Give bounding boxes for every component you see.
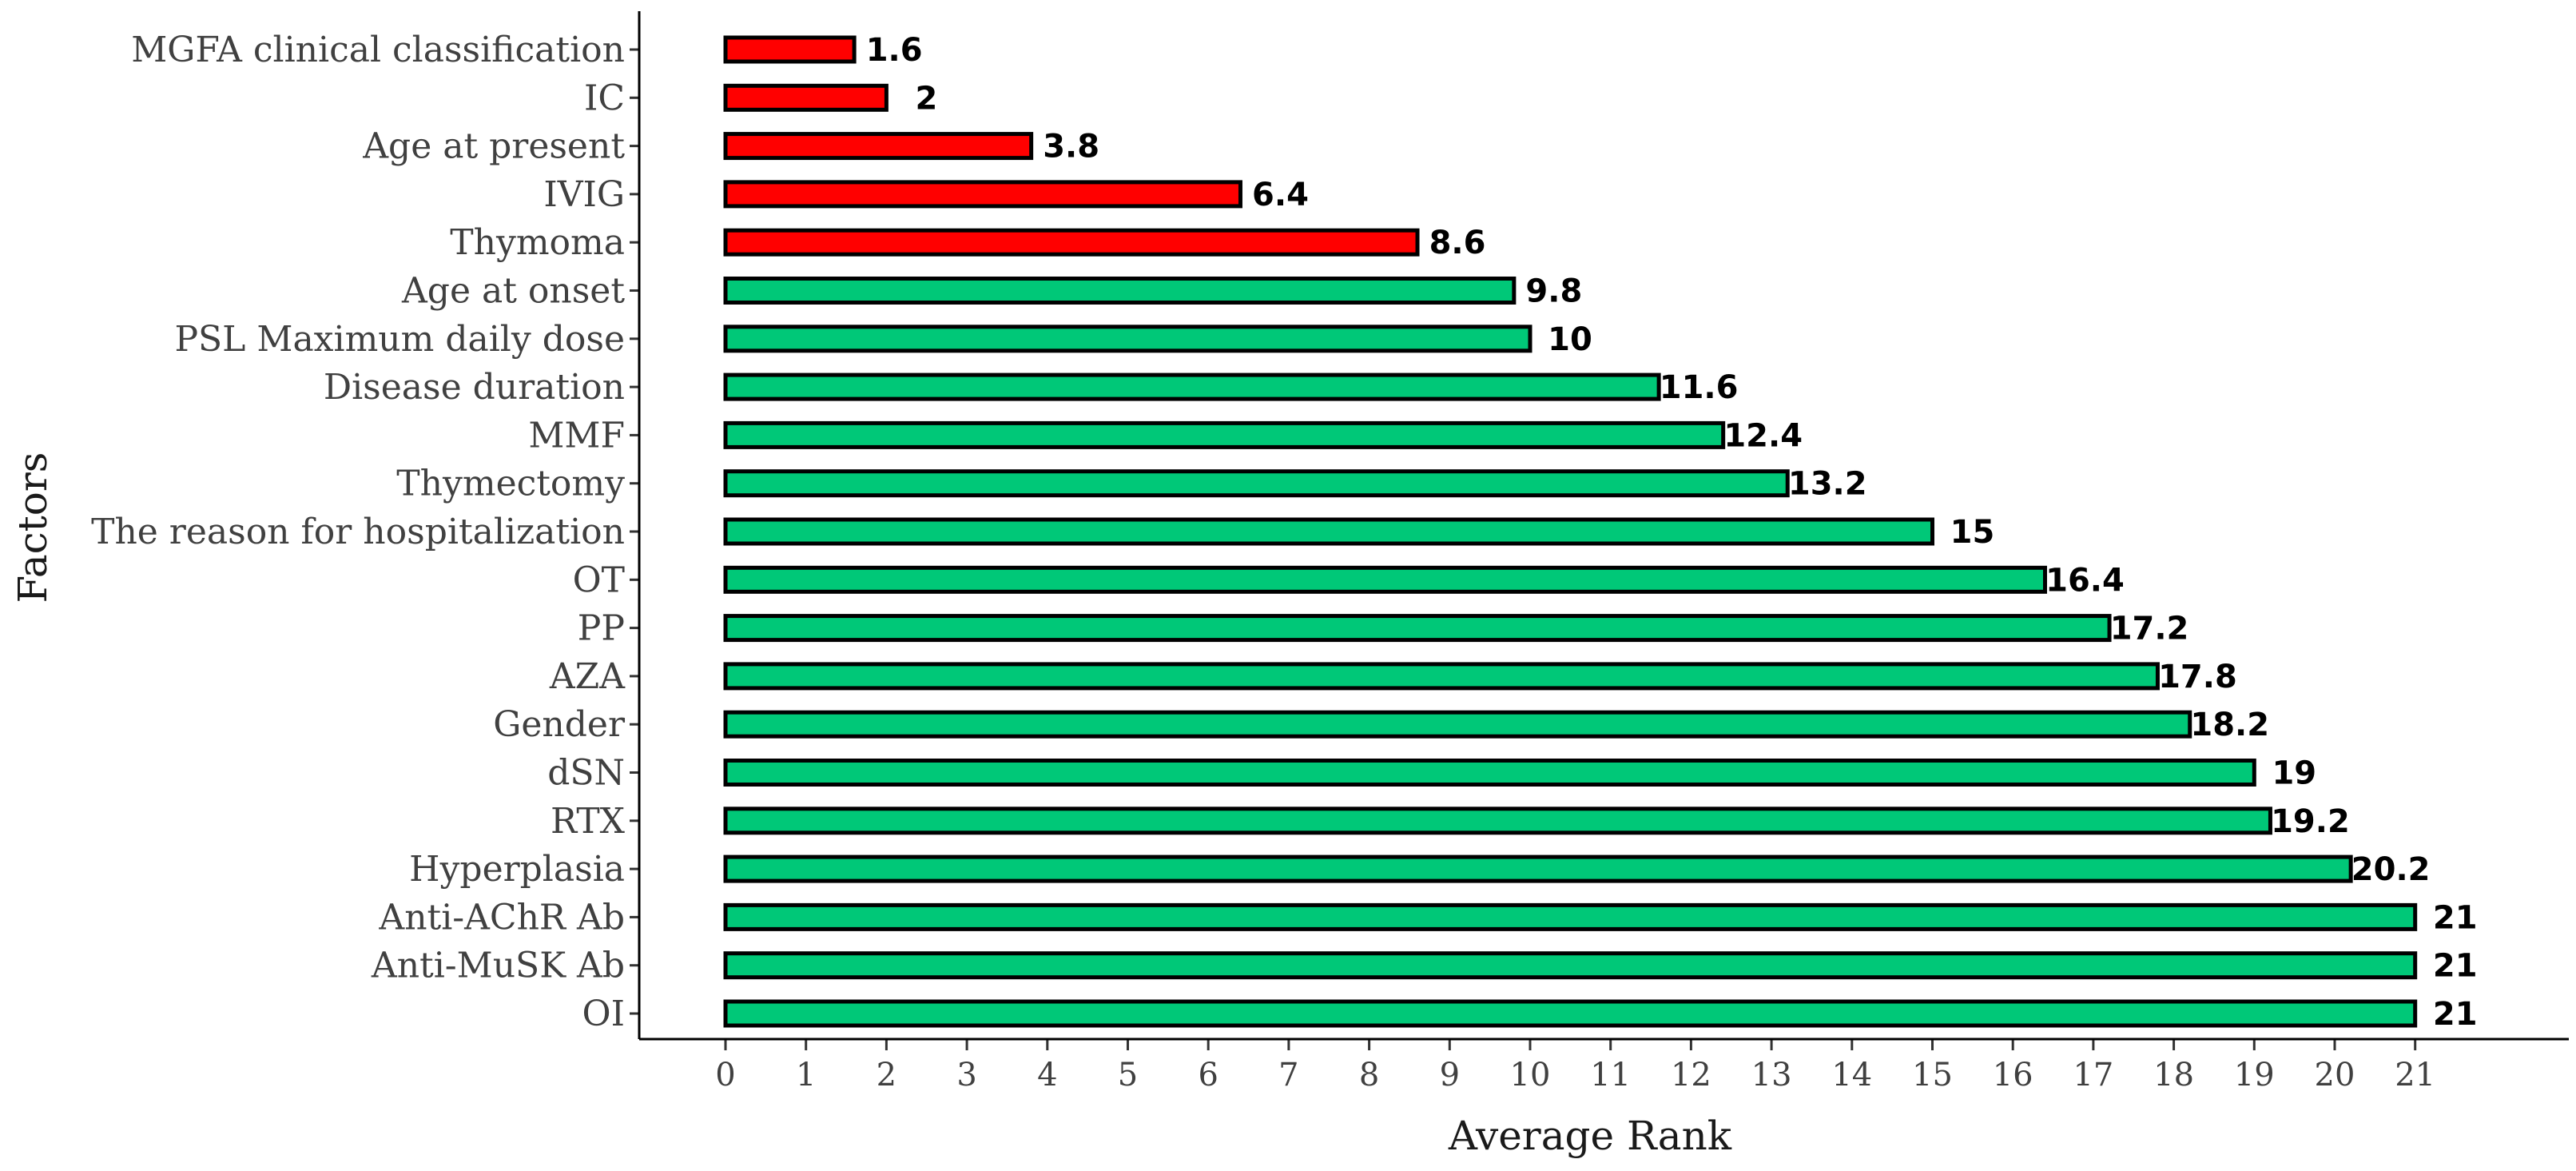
x-ticks-group: 0 1 2 3 4 5 6 7 8 9 10 11 12 13 14 15 16 17 18 19 20 21	[715, 1039, 2435, 1093]
category-label-aza: AZA	[549, 656, 626, 697]
bar-hyperplasia	[723, 854, 2353, 883]
value-label-psl-maximum-daily-dose: 10	[1548, 321, 1592, 358]
bar-age-at-present	[723, 132, 1034, 161]
x-tick-label-12: 12	[1671, 1057, 1711, 1093]
category-label-ivig: IVIG	[543, 174, 625, 215]
x-tick-label-11: 11	[1590, 1057, 1631, 1093]
x-tick-label-5: 5	[1118, 1057, 1138, 1093]
x-tick-label-18: 18	[2153, 1057, 2194, 1093]
category-label-mgfa-clinical-classification: MGFA clinical classification	[131, 30, 625, 70]
value-label-anti-musk-ab: 21	[2433, 948, 2478, 985]
x-axis-title: Average Rank	[1448, 1113, 1732, 1159]
bar-disease-duration	[723, 372, 1661, 401]
bar-ic	[723, 83, 888, 112]
bar-mgfa-clinical-classification	[723, 35, 857, 64]
category-label-hyperplasia: Hyperplasia	[409, 849, 625, 890]
bar-dsn	[723, 759, 2256, 787]
bar-rtx	[723, 807, 2272, 835]
bar-thymectomy	[723, 469, 1790, 498]
x-tick-label-7: 7	[1278, 1057, 1298, 1093]
value-label-rtx: 19.2	[2271, 803, 2350, 840]
x-tick-label-8: 8	[1359, 1057, 1379, 1093]
bar-anti-musk-ab	[723, 951, 2418, 980]
bar-age-at-onset	[723, 277, 1517, 305]
category-label-thymoma: Thymoma	[450, 222, 625, 263]
value-label-aza: 17.8	[2158, 659, 2237, 695]
value-label-gender: 18.2	[2190, 707, 2269, 743]
x-tick-label-1: 1	[796, 1057, 816, 1093]
category-label-gender: Gender	[493, 704, 626, 745]
x-tick-label-21: 21	[2395, 1057, 2435, 1093]
bar-gender	[723, 710, 2192, 739]
bar-anti-achr-ab	[723, 902, 2418, 931]
y-ticks-group	[630, 48, 639, 1015]
category-label-thymectomy: Thymectomy	[396, 464, 625, 504]
value-label-pp: 17.2	[2110, 611, 2189, 647]
bar-ot	[723, 565, 2047, 594]
bar-pp	[723, 614, 2112, 643]
category-label-disease-duration: Disease duration	[324, 367, 625, 408]
bar-thymoma	[723, 228, 1420, 257]
category-label-pp: PP	[578, 608, 625, 649]
value-label-oi: 21	[2433, 996, 2478, 1033]
value-label-mgfa-clinical-classification: 1.6	[866, 32, 923, 69]
value-label-hyperplasia: 20.2	[2351, 851, 2431, 888]
bar-aza	[723, 662, 2160, 691]
value-label-the-reason-for-hospitalization: 15	[1950, 514, 1995, 551]
value-label-thymoma: 8.6	[1429, 225, 1486, 261]
x-tick-label-9: 9	[1440, 1057, 1460, 1093]
x-tick-label-6: 6	[1198, 1057, 1218, 1093]
bar-oi	[723, 999, 2418, 1028]
value-label-mmf: 12.4	[1723, 417, 1803, 454]
x-tick-label-15: 15	[1912, 1057, 1953, 1093]
bar-ivig	[723, 180, 1242, 209]
bars-group	[723, 35, 2418, 1028]
x-tick-label-14: 14	[1831, 1057, 1872, 1093]
category-label-age-at-onset: Age at onset	[401, 271, 625, 312]
category-labels-group: MGFA clinical classification IC Age at pre…	[91, 30, 626, 1034]
x-tick-label-0: 0	[715, 1057, 735, 1093]
value-label-ot: 16.4	[2045, 562, 2125, 599]
value-label-age-at-present: 3.8	[1043, 129, 1099, 165]
value-label-anti-achr-ab: 21	[2433, 899, 2478, 936]
category-label-rtx: RTX	[551, 801, 626, 842]
bar-the-reason-for-hospitalization	[723, 517, 1934, 546]
x-tick-label-16: 16	[1993, 1057, 2033, 1093]
category-label-ot: OT	[573, 560, 625, 600]
category-label-age-at-present: Age at present	[362, 126, 625, 167]
x-tick-label-4: 4	[1037, 1057, 1057, 1093]
x-tick-label-13: 13	[1751, 1057, 1792, 1093]
x-tick-label-19: 19	[2234, 1057, 2275, 1093]
value-label-ivig: 6.4	[1252, 177, 1309, 213]
value-label-ic: 2	[915, 80, 937, 117]
value-label-age-at-onset: 9.8	[1525, 273, 1582, 310]
category-label-psl-maximum-daily-dose: PSL Maximum daily dose	[174, 319, 625, 360]
category-label-mmf: MMF	[528, 415, 625, 456]
x-tick-label-20: 20	[2315, 1057, 2355, 1093]
y-axis-title: Factors	[10, 452, 56, 603]
x-tick-label-2: 2	[877, 1057, 896, 1093]
value-label-dsn: 19	[2272, 755, 2316, 792]
x-tick-label-3: 3	[956, 1057, 976, 1093]
bar-psl-maximum-daily-dose	[723, 325, 1532, 353]
value-label-thymectomy: 13.2	[1788, 466, 1867, 503]
category-label-oi: OI	[582, 994, 625, 1034]
x-tick-label-10: 10	[1510, 1057, 1551, 1093]
value-label-disease-duration: 11.6	[1660, 369, 1739, 406]
category-label-dsn: dSN	[547, 753, 625, 794]
category-label-ic: IC	[584, 78, 625, 118]
category-label-the-reason-for-hospitalization: The reason for hospitalization	[91, 512, 625, 552]
x-tick-label-17: 17	[2073, 1057, 2113, 1093]
category-label-anti-achr-ab: Anti-AChR Ab	[378, 897, 625, 938]
value-labels-group: 1.6 2 3.8 6.4 8.6 9.8 10 11.6 12.4 13.2 15 16.4 17.2…	[866, 32, 2478, 1033]
category-label-anti-musk-ab: Anti-MuSK Ab	[371, 946, 625, 986]
bar-mmf	[723, 420, 1726, 449]
